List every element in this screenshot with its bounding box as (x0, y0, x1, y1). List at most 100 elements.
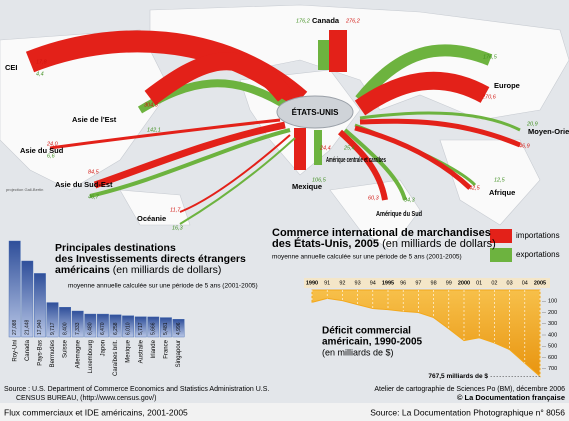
us-node (276, 95, 354, 129)
legend-imports: importations (516, 231, 560, 240)
export-value: 34,3 (404, 197, 416, 203)
bar-category: Japon (100, 340, 106, 356)
y-tick-label: 200 (548, 310, 557, 316)
bar-value: 8,400 (62, 322, 68, 335)
import-value: 270,6 (481, 94, 497, 100)
region-name: Asie du Sud (20, 146, 64, 155)
bar-category: Roy-Uni (12, 340, 18, 362)
bar (34, 273, 46, 338)
source2: CENSUS BUREAU, (http://www.census.gov/) (16, 395, 156, 402)
ide-title3-line: américains (en milliards de dollars) (55, 264, 221, 276)
annotation: 767,5 milliards de $ (428, 373, 488, 380)
deficit-title2: américain, 1990-2005 (322, 337, 423, 348)
bar (8, 240, 21, 338)
trade-unit: (en milliards de dollars) (382, 238, 496, 250)
region-name: Océanie (137, 214, 166, 223)
region-name: Moyen-Orient (528, 127, 569, 136)
x-tick-label: 02 (491, 280, 497, 286)
import-value: 304,3 (144, 102, 159, 108)
bar-value: 4,996 (176, 322, 182, 335)
copyright: © La Documentation française (457, 393, 565, 402)
y-tick-label: 300 (548, 321, 557, 327)
x-tick-label: 94 (370, 280, 376, 286)
region-labels: Canada 276,2 176,2 CEI 17,8 4,4 Europe 270,6 176… (5, 16, 569, 231)
bar (21, 260, 34, 338)
atelier: Atelier de cartographie de Sciences Po (… (374, 386, 565, 393)
bar-value: 7,333 (75, 322, 81, 335)
ide-chart: 27,088 Roy-Uni 21,448 Canada 17,940 Pays-Bas 9… (8, 240, 185, 376)
bar-category: Bermudes (50, 340, 56, 367)
region-name: Canada (312, 16, 340, 25)
trade-title: Commerce international de marchandises (272, 227, 491, 239)
bar-value: 6,010 (125, 322, 131, 335)
bar-value: 6,480 (88, 322, 94, 335)
export-value: 46,7 (88, 194, 100, 200)
x-tick-label: 2005 (534, 280, 546, 286)
source: Source : U.S. Department of Commerce Eco… (4, 386, 269, 393)
bar (84, 313, 97, 338)
bar-category: Caraïbes brit. (113, 340, 119, 376)
bar-category: Luxembourg (88, 340, 94, 373)
x-tick-label: 03 (507, 280, 513, 286)
import-value: 60,3 (368, 195, 380, 201)
import-value: 24,0 (46, 141, 59, 147)
bar (71, 310, 84, 338)
region-name: Amérique du Sud (376, 209, 422, 218)
deficit-chart: 1990 91 92 93 94 1995 96 97 98 99 2000 01 02 03 04 2005… (304, 278, 557, 380)
ide-title3: américains (55, 264, 110, 276)
deficit-title: Déficit commercial (322, 326, 411, 337)
legend-swatch-exports (490, 248, 512, 262)
region-name: Asie du Sud-Est (55, 180, 113, 189)
y-tick-label: 500 (548, 344, 557, 350)
x-tick-label: 2000 (458, 280, 470, 286)
x-tick-label: 97 (415, 280, 421, 286)
bar (159, 317, 172, 338)
deficit-unit: (en milliards de $) (322, 347, 394, 357)
year-band (304, 278, 550, 288)
x-tick-label: 96 (400, 280, 406, 286)
bar (46, 302, 59, 338)
bar-value: 21,448 (25, 319, 31, 335)
x-tick-label: 99 (446, 280, 452, 286)
region-name: Asie de l'Est (72, 115, 117, 124)
bar-value: 5,481 (163, 322, 169, 335)
bar-value: 6,470 (100, 322, 106, 335)
bar-value: 5,666 (151, 322, 157, 335)
bar-category: Suisse (63, 339, 69, 358)
bar (122, 315, 135, 338)
us-label: ÉTATS-UNIS (292, 108, 339, 117)
export-value: 16,3 (172, 225, 184, 231)
bar (59, 307, 72, 338)
region-name: Afrique (489, 188, 515, 197)
export-value: 106,5 (312, 177, 327, 183)
bar-value: 27,088 (12, 319, 18, 335)
region-name: Amérique centrale et caraïbes (326, 155, 386, 164)
y-tick-label: 700 (548, 366, 557, 372)
x-tick-label: 1995 (382, 280, 394, 286)
flow-arrows (25, 30, 521, 225)
bar (172, 319, 185, 338)
y-tick-label: 400 (548, 332, 557, 338)
footer-left: Flux commerciaux et IDE américains, 2001… (4, 407, 188, 417)
export-value: 176,2 (296, 18, 310, 24)
legend-swatch-imports (490, 229, 512, 243)
bar-category: France (163, 339, 169, 358)
bar-category: Irlande (151, 339, 157, 358)
import-value: 276,2 (345, 18, 360, 24)
x-tick-label: 93 (355, 280, 361, 286)
x-tick-label: 01 (476, 280, 482, 286)
import-value: 84,5 (88, 169, 100, 175)
bar (109, 314, 122, 338)
bar-category: Singapour (176, 340, 182, 367)
bar-category: Canada (25, 339, 31, 361)
bar-value: 9,717 (50, 322, 56, 335)
x-tick-label: 92 (339, 280, 345, 286)
ide-note: moyenne annuelle calculée sur une périod… (68, 283, 258, 290)
export-value: 12,5 (494, 177, 506, 183)
bar (134, 316, 147, 338)
bar-category: Pays-Bas (37, 340, 43, 366)
export-value: 4,4 (36, 71, 44, 77)
ide-unit: (en milliards de dollars) (113, 264, 222, 276)
ide-title: Principales destinations (55, 242, 176, 254)
